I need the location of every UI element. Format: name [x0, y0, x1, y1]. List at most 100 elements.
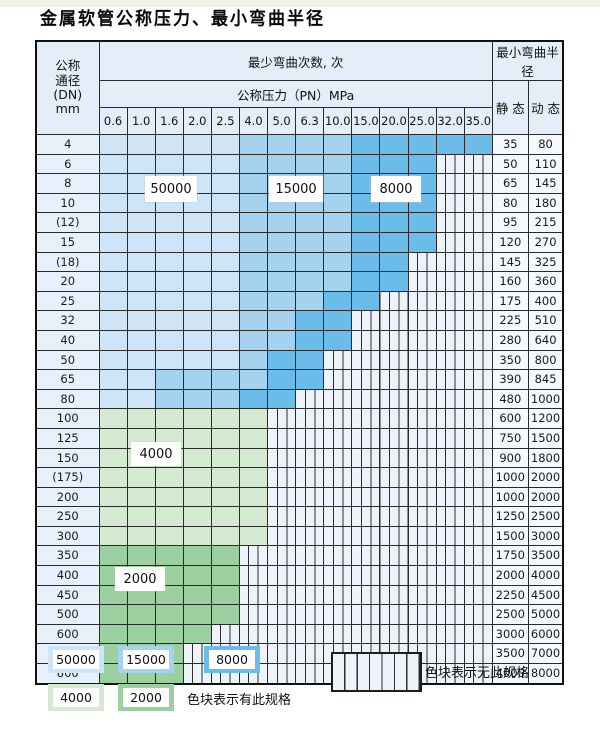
no-spec-cell [463, 584, 493, 606]
legend-swatch-50000: 50000 [48, 646, 104, 673]
spec-cell-15000 [267, 134, 297, 155]
spec-cell-15000 [154, 388, 184, 410]
spec-cell-8000 [351, 153, 381, 175]
no-spec-cell [407, 408, 437, 429]
no-spec-cell [238, 623, 269, 645]
no-spec-cell [323, 623, 353, 645]
no-spec-cell [435, 467, 465, 488]
dynamic-value-cell: 110 [527, 153, 564, 175]
table-row: (18) 145 325 [35, 251, 564, 273]
spec-cell-50000 [210, 329, 240, 351]
spec-cell-8000 [351, 251, 381, 273]
no-spec-cell [267, 663, 297, 685]
dynamic-value-cell: 325 [527, 251, 564, 273]
no-spec-cell [463, 427, 493, 449]
spec-cell-50000 [154, 251, 184, 273]
pressure-col-header: 5.0 [267, 107, 297, 135]
spec-cell-15000 [295, 134, 325, 155]
spec-cell-50000 [126, 212, 156, 233]
corner-line-3: (DN) [53, 87, 83, 102]
dynamic-value-cell: 4000 [527, 565, 564, 586]
no-spec-cell [379, 349, 409, 371]
table-row: 4 35 80 [35, 134, 564, 155]
spec-cell-8000 [407, 134, 437, 155]
spec-cell-8000 [463, 134, 493, 155]
no-spec-cell [435, 212, 465, 233]
spec-cell-50000 [126, 134, 156, 155]
no-spec-cell [295, 427, 325, 449]
dynamic-value-cell: 2000 [527, 486, 564, 508]
spec-cell-50000 [182, 251, 212, 273]
spec-cell-50000 [182, 329, 212, 351]
spec-cell-4000 [210, 486, 240, 508]
no-spec-cell [323, 467, 353, 488]
spec-cell-50000 [154, 134, 184, 155]
spec-cell-2000 [154, 604, 184, 625]
no-spec-cell [463, 447, 493, 469]
no-spec-cell [323, 506, 353, 527]
static-value-cell: 120 [491, 231, 529, 253]
spec-cell-15000 [238, 251, 269, 273]
spec-cell-50000 [98, 134, 128, 155]
spec-cell-8000 [267, 369, 297, 390]
spec-cell-4000 [238, 408, 269, 429]
spec-cell-8000 [238, 388, 269, 410]
legend-has-spec-label: 色块表示有此规格 [187, 693, 292, 708]
no-spec-cell [351, 486, 381, 508]
spec-cell-8000 [295, 369, 325, 390]
spec-cell-4000 [210, 525, 240, 547]
no-spec-cell [463, 231, 493, 253]
spec-cell-50000 [126, 310, 156, 331]
header-static: 静 态 [491, 80, 529, 135]
header-min-bend-radius: 最小弯曲半径 [491, 40, 564, 81]
no-spec-cell [323, 369, 353, 390]
spec-cell-15000 [267, 271, 297, 292]
spec-cell-15000 [210, 369, 240, 390]
spec-cell-4000 [210, 467, 240, 488]
no-spec-cell [435, 251, 465, 273]
corner-line-1: 公称 [55, 58, 81, 74]
dn-cell: 65 [35, 369, 100, 390]
spec-cell-50000 [210, 310, 240, 331]
no-spec-cell [295, 408, 325, 429]
spec-cell-4000 [182, 486, 212, 508]
spec-cell-50000 [154, 153, 184, 175]
spec-cell-2000 [210, 584, 240, 606]
no-spec-cell [435, 408, 465, 429]
static-value-cell: 350 [491, 349, 529, 371]
dn-cell: 32 [35, 310, 100, 331]
no-spec-cell [379, 408, 409, 429]
no-spec-cell [267, 506, 297, 527]
spec-cell-50000 [210, 231, 240, 253]
dn-cell: 125 [35, 427, 100, 449]
spec-cell-4000 [182, 408, 212, 429]
spec-cell-50000 [154, 329, 184, 351]
no-spec-cell [435, 565, 465, 586]
spec-cell-4000 [98, 408, 128, 429]
spec-cell-50000 [210, 153, 240, 175]
no-spec-cell [267, 408, 297, 429]
table-row: 500 2500 5000 [35, 604, 564, 625]
dn-cell: 150 [35, 447, 100, 469]
no-spec-cell [435, 153, 465, 175]
pressure-col-header: 2.0 [182, 107, 212, 135]
no-spec-cell [435, 369, 465, 390]
table-row: 250 1250 2500 [35, 506, 564, 527]
no-spec-cell [351, 565, 381, 586]
spec-cell-2000 [98, 604, 128, 625]
no-spec-cell [379, 388, 409, 410]
static-value-cell: 145 [491, 251, 529, 273]
spec-cell-4000 [154, 486, 184, 508]
dn-cell: (175) [35, 467, 100, 488]
spec-cell-50000 [98, 231, 128, 253]
spec-cell-8000 [407, 153, 437, 175]
legend-swatch-50000-value: 50000 [53, 650, 99, 669]
static-value-cell: 1000 [491, 486, 529, 508]
dn-cell: 10 [35, 192, 100, 214]
dynamic-value-cell: 180 [527, 192, 564, 214]
static-value-cell: 750 [491, 427, 529, 449]
zone-label-15000: 15000 [269, 176, 323, 202]
no-spec-cell [435, 545, 465, 567]
table-row: 350 1750 3500 [35, 545, 564, 567]
no-spec-cell [323, 447, 353, 469]
